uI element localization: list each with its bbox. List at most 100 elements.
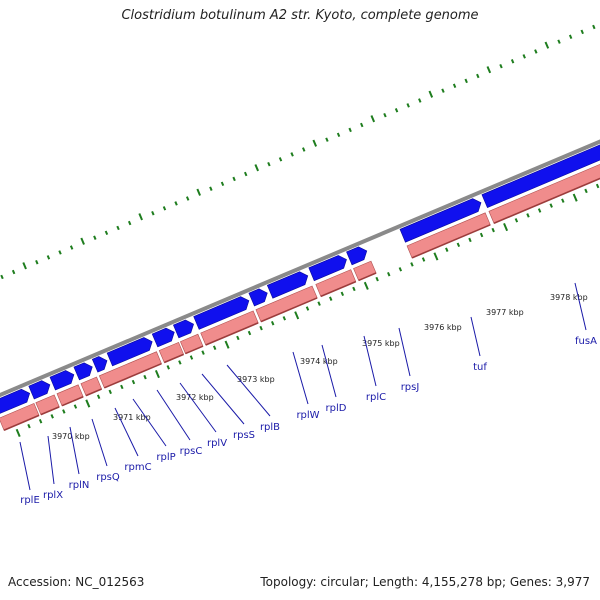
reverse-gene-edge — [320, 280, 357, 298]
forward-gene-arrow — [193, 296, 250, 330]
reverse-gene-block — [158, 342, 184, 363]
gene-leader-line — [398, 327, 411, 377]
gene-label: rplV — [207, 438, 227, 449]
outer-tick — [22, 262, 27, 270]
outer-tick — [476, 73, 480, 79]
outer-tick — [254, 164, 260, 172]
forward-gene-arrow — [106, 337, 153, 367]
gene-leader-line — [179, 382, 217, 433]
outer-tick — [522, 54, 526, 59]
inner-tick — [108, 389, 112, 395]
kbp-label: 3975 kbp — [362, 339, 400, 348]
reverse-gene-edge — [358, 272, 377, 282]
inner-tick — [143, 374, 147, 380]
reverse-strand-genes — [0, 164, 600, 431]
inner-tick — [375, 276, 379, 282]
kbp-scale-labels: 3970 kbp 3971 kbp 3972 kbp 3973 kbp 3974 kbp… — [52, 293, 588, 441]
gene-leader-line — [226, 364, 271, 417]
inner-tick — [178, 360, 182, 365]
gene-label: rpmC — [124, 462, 151, 473]
inner-tick — [363, 281, 369, 290]
outer-tick — [278, 157, 283, 162]
forward-gene-arrow — [481, 144, 600, 208]
outer-tick — [127, 220, 132, 226]
inner-tick — [537, 208, 542, 213]
outer-tick — [185, 196, 190, 201]
gene-label: rpsS — [233, 430, 255, 441]
inner-tick — [282, 316, 287, 321]
gene-label: rpsC — [180, 446, 203, 457]
gene-label: rplP — [156, 452, 175, 463]
inner-tick — [271, 321, 275, 326]
outer-tick — [93, 235, 97, 240]
inner-tick — [120, 384, 124, 390]
outer-tick — [544, 41, 550, 49]
inner-tick — [166, 365, 170, 370]
inner-tick — [329, 296, 333, 301]
outer-tick — [348, 127, 352, 133]
reverse-gene-block — [180, 333, 204, 354]
outer-tick — [196, 188, 201, 196]
outer-tick — [220, 181, 225, 187]
outer-tick — [267, 161, 271, 167]
genome-backbone — [0, 139, 600, 398]
accession-text: Accession: NC_012563 — [8, 575, 145, 589]
outer-tick — [174, 201, 178, 206]
outer-tick — [394, 108, 399, 113]
inner-tick — [468, 237, 472, 243]
gene-leader-line — [19, 441, 31, 491]
gene-leader-line — [114, 407, 139, 457]
reverse-gene-block — [255, 285, 318, 323]
forward-gene-arrow — [28, 380, 51, 400]
inner-tick — [85, 399, 91, 408]
forward-gene-arrow — [49, 370, 75, 391]
outer-tick — [162, 206, 167, 211]
outer-tick — [418, 98, 422, 103]
forward-gene-arrow — [266, 271, 309, 299]
inner-tick — [317, 301, 321, 306]
outer-tick — [151, 210, 155, 216]
inner-tick — [212, 345, 217, 350]
inner-tick — [410, 262, 414, 267]
outer-tick — [510, 59, 515, 64]
gene-label: rplB — [260, 422, 280, 433]
inner-tick — [398, 267, 403, 272]
reverse-gene-edge — [205, 322, 259, 346]
reverse-gene-block — [353, 260, 377, 281]
outer-tick — [592, 24, 596, 30]
outer-tick — [0, 274, 4, 280]
inner-tick — [387, 271, 391, 277]
inner-tick — [514, 218, 519, 223]
outer-tick — [557, 39, 561, 44]
reverse-gene-block — [406, 212, 491, 259]
forward-gene-arrow — [151, 327, 175, 348]
gene-label: tuf — [473, 362, 487, 373]
gene-label: rplC — [366, 392, 386, 403]
forward-gene-arrow — [0, 388, 31, 414]
gene-label: rplX — [43, 490, 63, 501]
outer-tick — [209, 186, 213, 191]
gene-leader-line — [574, 282, 587, 331]
forward-gene-arrow — [248, 288, 268, 307]
inner-tick — [154, 370, 160, 379]
inner-tick — [491, 227, 495, 233]
outer-tick — [325, 137, 329, 142]
gene-leader-line — [69, 426, 80, 475]
outer-tick — [534, 49, 538, 54]
gene-leader-line — [201, 373, 245, 425]
inner-tick — [201, 350, 205, 355]
gene-leader-line — [321, 344, 337, 398]
outer-tick — [406, 103, 410, 108]
forward-strand-genes — [0, 144, 600, 414]
inner-tick — [421, 257, 426, 262]
reverse-gene-block — [200, 310, 259, 346]
outer-tick — [11, 269, 16, 275]
inner-tick — [561, 198, 565, 203]
outer-tick — [69, 245, 74, 250]
inner-tick — [352, 286, 356, 292]
inner-tick — [15, 428, 21, 437]
inner-tick — [456, 242, 461, 248]
kbp-label: 3977 kbp — [486, 308, 524, 317]
outer-tick — [302, 147, 306, 152]
